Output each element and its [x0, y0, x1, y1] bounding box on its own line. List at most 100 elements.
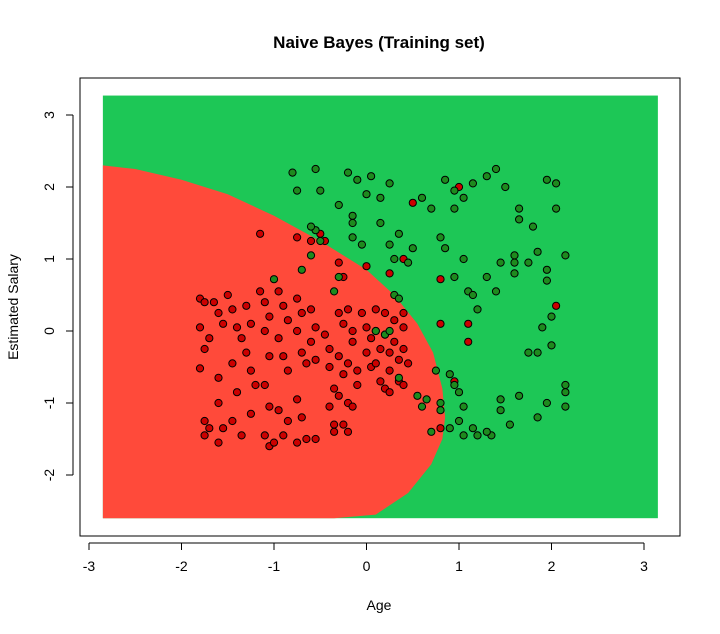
plot-frame: [79, 77, 681, 537]
class-1-point: [468, 179, 477, 188]
class-0-point: [348, 402, 357, 411]
class-1-point: [533, 413, 542, 422]
class-1-point: [552, 204, 561, 213]
class-1-point: [468, 290, 477, 300]
class-1-point: [390, 254, 399, 264]
class-0-point: [242, 348, 251, 357]
x-tick-label: -3: [83, 558, 96, 574]
class-0-point: [394, 355, 403, 364]
class-1-point: [297, 265, 306, 274]
class-1-point: [445, 370, 454, 379]
x-tick-label: -1: [268, 558, 281, 574]
class-0-point: [260, 326, 269, 336]
class-1-point: [431, 366, 440, 375]
class-1-point: [473, 431, 482, 440]
class-0-point: [306, 236, 316, 246]
class-0-point: [464, 319, 473, 328]
class-0-point: [311, 434, 320, 444]
class-1-point: [334, 272, 343, 282]
class-0-point: [371, 305, 380, 314]
x-tick-label: 1: [455, 558, 463, 574]
class-0-point: [311, 355, 320, 364]
class-0-point: [339, 420, 348, 429]
class-0-point: [376, 344, 385, 354]
class-0-point: [200, 298, 209, 307]
class-0-point: [200, 416, 209, 426]
class-1-point: [288, 168, 297, 177]
class-0-point: [256, 287, 265, 296]
class-1-point: [293, 186, 302, 195]
class-0-point: [404, 359, 413, 368]
class-0-point: [353, 366, 362, 375]
class-0-point: [357, 308, 366, 318]
class-0-point: [353, 380, 362, 390]
class-1-point: [561, 380, 570, 390]
class-1-point: [376, 218, 385, 228]
class-0-point: [399, 308, 408, 318]
scatter-points: [195, 164, 570, 451]
class-1-point: [510, 251, 519, 260]
class-0-point: [246, 366, 255, 375]
class-0-point: [367, 334, 376, 343]
class-0-point: [320, 330, 329, 339]
class-0-point: [232, 388, 242, 397]
class-1-point: [376, 193, 385, 202]
y-tick-label: 3: [41, 111, 57, 119]
class-1-point: [533, 247, 542, 256]
class-1-point: [417, 193, 427, 202]
class-0-point: [306, 305, 316, 314]
class-0-point: [334, 391, 343, 400]
class-0-point: [293, 438, 302, 447]
class-1-point: [459, 254, 468, 264]
class-0-point: [214, 308, 223, 318]
class-1-point: [367, 172, 376, 181]
class-1-point: [357, 240, 366, 249]
class-0-point: [209, 298, 218, 307]
class-1-point: [482, 272, 491, 282]
class-1-point: [538, 323, 547, 332]
class-0-point: [279, 352, 288, 361]
class-1-point: [311, 164, 320, 174]
class-0-point: [205, 334, 214, 343]
class-1-point: [334, 200, 343, 210]
class-1-point: [385, 179, 394, 188]
class-1-point: [348, 233, 357, 242]
class-1-point: [316, 236, 325, 246]
class-0-point: [385, 348, 394, 357]
class-0-point: [265, 352, 274, 361]
class-1-point: [552, 179, 561, 188]
class-0-point: [552, 301, 561, 310]
class-0-point: [334, 258, 343, 267]
class-1-point: [524, 348, 533, 357]
y-axis-label: Estimated Salary: [5, 254, 21, 360]
class-0-point: [214, 373, 223, 382]
class-1-point: [542, 265, 552, 274]
class-0-point: [200, 431, 209, 440]
y-tick-label: 1: [41, 255, 57, 263]
class-1-point: [436, 406, 445, 415]
class-1-point: [417, 402, 427, 411]
class-1-point: [394, 373, 403, 382]
class-1-point: [496, 406, 505, 415]
class-1-point: [459, 402, 468, 411]
class-1-point: [515, 391, 524, 400]
class-0-point: [265, 312, 274, 321]
class-1-point: [510, 258, 519, 267]
class-1-point: [450, 204, 459, 213]
x-tick-label: 3: [640, 558, 648, 574]
y-tick-label: 0: [41, 327, 57, 335]
class-0-point: [283, 316, 292, 325]
class-0-point: [330, 420, 339, 429]
class-1-point: [482, 172, 491, 181]
class-1-point: [436, 398, 445, 408]
class-1-point: [496, 258, 505, 267]
class-0-point: [464, 337, 473, 346]
class-0-point: [214, 398, 223, 408]
class-1-point: [413, 391, 422, 400]
class-1-point: [343, 168, 353, 177]
class-0-point: [362, 262, 371, 271]
class-1-point: [353, 175, 362, 184]
y-tick-label: -2: [41, 469, 57, 482]
class-0-point: [334, 352, 343, 361]
